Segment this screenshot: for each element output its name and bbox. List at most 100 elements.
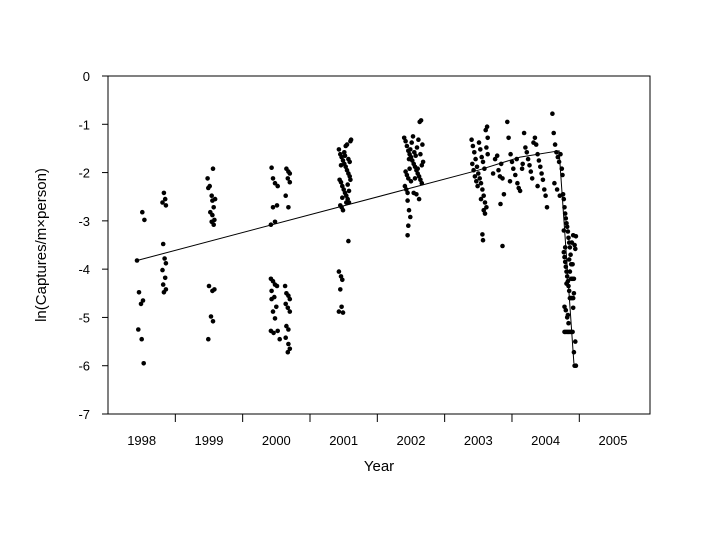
data-point bbox=[566, 235, 571, 241]
data-point bbox=[160, 282, 166, 287]
data-point bbox=[477, 176, 483, 181]
data-point bbox=[416, 137, 421, 142]
data-point bbox=[570, 262, 575, 267]
data-point bbox=[480, 159, 486, 165]
data-point bbox=[346, 238, 351, 244]
data-point bbox=[162, 275, 168, 281]
data-point bbox=[284, 323, 289, 329]
data-point bbox=[269, 165, 274, 170]
data-point bbox=[482, 200, 488, 205]
x-tick-label: 2005 bbox=[599, 433, 628, 448]
data-point bbox=[414, 192, 419, 197]
data-point bbox=[272, 180, 278, 186]
data-point bbox=[286, 205, 291, 210]
data-point bbox=[277, 336, 283, 342]
data-point bbox=[474, 179, 479, 184]
data-point bbox=[408, 147, 413, 152]
data-point bbox=[285, 349, 291, 355]
data-point bbox=[560, 192, 566, 197]
data-point bbox=[163, 203, 169, 208]
data-point bbox=[283, 335, 289, 341]
data-point bbox=[561, 249, 567, 255]
y-axis: 0 -1 -2 -3 -4 -5 -6 -7 bbox=[78, 69, 108, 422]
data-point bbox=[551, 130, 556, 136]
data-point bbox=[272, 316, 278, 321]
data-point bbox=[415, 166, 421, 171]
data-point bbox=[484, 205, 489, 210]
data-point bbox=[515, 180, 520, 186]
data-point bbox=[543, 193, 548, 198]
data-point bbox=[482, 211, 488, 216]
data-point bbox=[496, 167, 501, 173]
data-point bbox=[344, 200, 349, 205]
data-point bbox=[494, 153, 500, 158]
data-point bbox=[478, 196, 484, 202]
data-point bbox=[418, 151, 423, 157]
x-tick-label: 2004 bbox=[531, 433, 560, 448]
data-point bbox=[406, 176, 411, 181]
data-point bbox=[525, 156, 531, 162]
data-point bbox=[210, 166, 216, 171]
y-tick-label: -3 bbox=[78, 214, 90, 229]
data-point bbox=[287, 309, 293, 314]
data-point bbox=[336, 147, 342, 152]
data-point bbox=[138, 301, 144, 307]
data-point bbox=[342, 153, 348, 158]
data-point bbox=[272, 219, 278, 225]
data-point bbox=[270, 278, 276, 284]
data-point bbox=[408, 214, 413, 220]
data-point bbox=[141, 361, 146, 366]
data-point bbox=[573, 339, 578, 344]
data-point bbox=[498, 201, 503, 207]
data-point bbox=[572, 242, 577, 248]
data-point bbox=[538, 164, 543, 170]
data-point bbox=[404, 143, 410, 149]
data-point bbox=[160, 200, 165, 205]
data-point bbox=[564, 281, 569, 286]
data-point bbox=[275, 183, 281, 189]
data-point bbox=[480, 232, 485, 237]
data-point bbox=[406, 223, 411, 228]
data-point bbox=[524, 150, 530, 155]
data-point bbox=[519, 166, 525, 171]
data-point bbox=[535, 183, 540, 189]
y-axis-title: ln(Captures/m×person) bbox=[33, 168, 50, 322]
data-point bbox=[492, 156, 498, 162]
data-point bbox=[521, 130, 527, 136]
data-point bbox=[408, 179, 414, 184]
data-point bbox=[476, 140, 482, 145]
data-point bbox=[472, 150, 477, 155]
data-point bbox=[285, 305, 291, 311]
data-point bbox=[140, 209, 145, 215]
data-point bbox=[509, 159, 515, 165]
data-point bbox=[470, 161, 475, 167]
plot-area bbox=[107, 75, 651, 415]
data-point bbox=[542, 187, 547, 192]
data-point bbox=[345, 182, 351, 187]
data-point bbox=[160, 267, 165, 273]
data-point bbox=[500, 243, 505, 249]
data-point bbox=[485, 135, 491, 141]
data-point bbox=[550, 111, 555, 116]
data-point bbox=[570, 295, 576, 301]
data-point bbox=[405, 190, 410, 196]
data-point bbox=[283, 193, 289, 198]
x-axis-title: Year bbox=[364, 458, 394, 475]
data-point bbox=[507, 179, 513, 184]
data-point bbox=[475, 183, 480, 189]
data-point bbox=[570, 305, 576, 311]
data-point bbox=[568, 252, 573, 257]
data-point bbox=[405, 198, 410, 203]
data-point bbox=[571, 276, 577, 282]
data-point bbox=[484, 145, 489, 150]
data-point bbox=[473, 156, 478, 162]
data-point bbox=[409, 140, 415, 145]
data-point bbox=[209, 193, 214, 198]
data-point bbox=[212, 287, 217, 292]
data-point bbox=[414, 145, 420, 150]
data-point bbox=[410, 134, 416, 139]
data-point bbox=[336, 309, 342, 314]
data-point bbox=[139, 336, 144, 342]
data-point bbox=[479, 154, 485, 160]
